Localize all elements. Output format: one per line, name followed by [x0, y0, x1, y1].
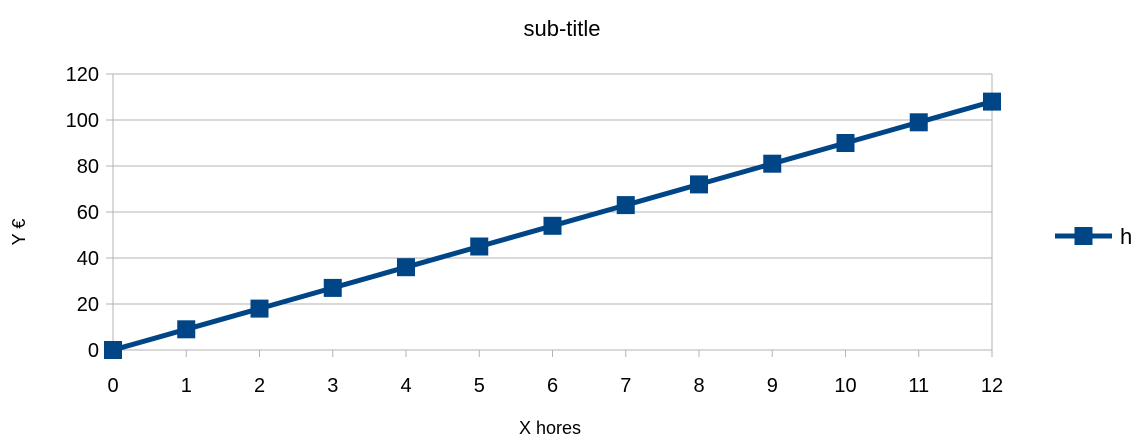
data-point [616, 196, 635, 215]
data-point [836, 134, 855, 152]
y-tick-label: 20 [77, 294, 99, 316]
data-point [250, 299, 269, 318]
x-tick-label: 12 [981, 375, 1003, 397]
x-tick-label: 7 [620, 375, 631, 397]
y-axis-title: Y € [9, 219, 29, 246]
data-point [104, 341, 122, 359]
x-tick-label: 10 [834, 375, 856, 397]
data-point [763, 154, 782, 173]
x-tick-label: 3 [327, 375, 338, 397]
y-tick-label: 60 [77, 202, 99, 224]
data-point [690, 175, 708, 194]
y-tick-label: 100 [66, 110, 99, 132]
data-point [983, 92, 1001, 111]
y-tick-label: 40 [77, 248, 99, 270]
chart-title: sub-title [523, 16, 600, 41]
x-tick-label: 4 [400, 375, 411, 397]
axes [106, 73, 993, 357]
y-tick-label: 80 [77, 156, 99, 178]
y-tick-label: 120 [66, 64, 99, 86]
data-point [470, 237, 489, 256]
x-tick-labels: 0 1 2 3 4 5 6 7 8 9 10 11 12 [107, 375, 1003, 397]
x-tick-label: 8 [693, 375, 704, 397]
x-tick-label: 0 [107, 375, 118, 397]
x-axis-title: X hores [519, 418, 581, 438]
data-point [177, 320, 196, 339]
gridlines [113, 73, 992, 305]
legend-marker [1074, 227, 1093, 245]
y-tick-labels: 0 20 40 60 80 100 120 [66, 64, 99, 362]
x-tick-label: 5 [474, 375, 485, 397]
x-tick-label: 2 [254, 375, 265, 397]
x-tick-label: 11 [908, 375, 929, 397]
data-point [543, 216, 562, 235]
x-tick-label: 6 [547, 375, 558, 397]
y-tick-label: 0 [88, 340, 99, 362]
x-tick-label: 9 [767, 375, 778, 397]
series-group [104, 92, 1001, 359]
data-point [323, 278, 342, 297]
legend: h [1055, 224, 1132, 249]
x-tick-label: 1 [181, 375, 192, 397]
legend-label: h [1120, 224, 1132, 249]
data-point [397, 258, 415, 277]
data-point [909, 113, 928, 132]
